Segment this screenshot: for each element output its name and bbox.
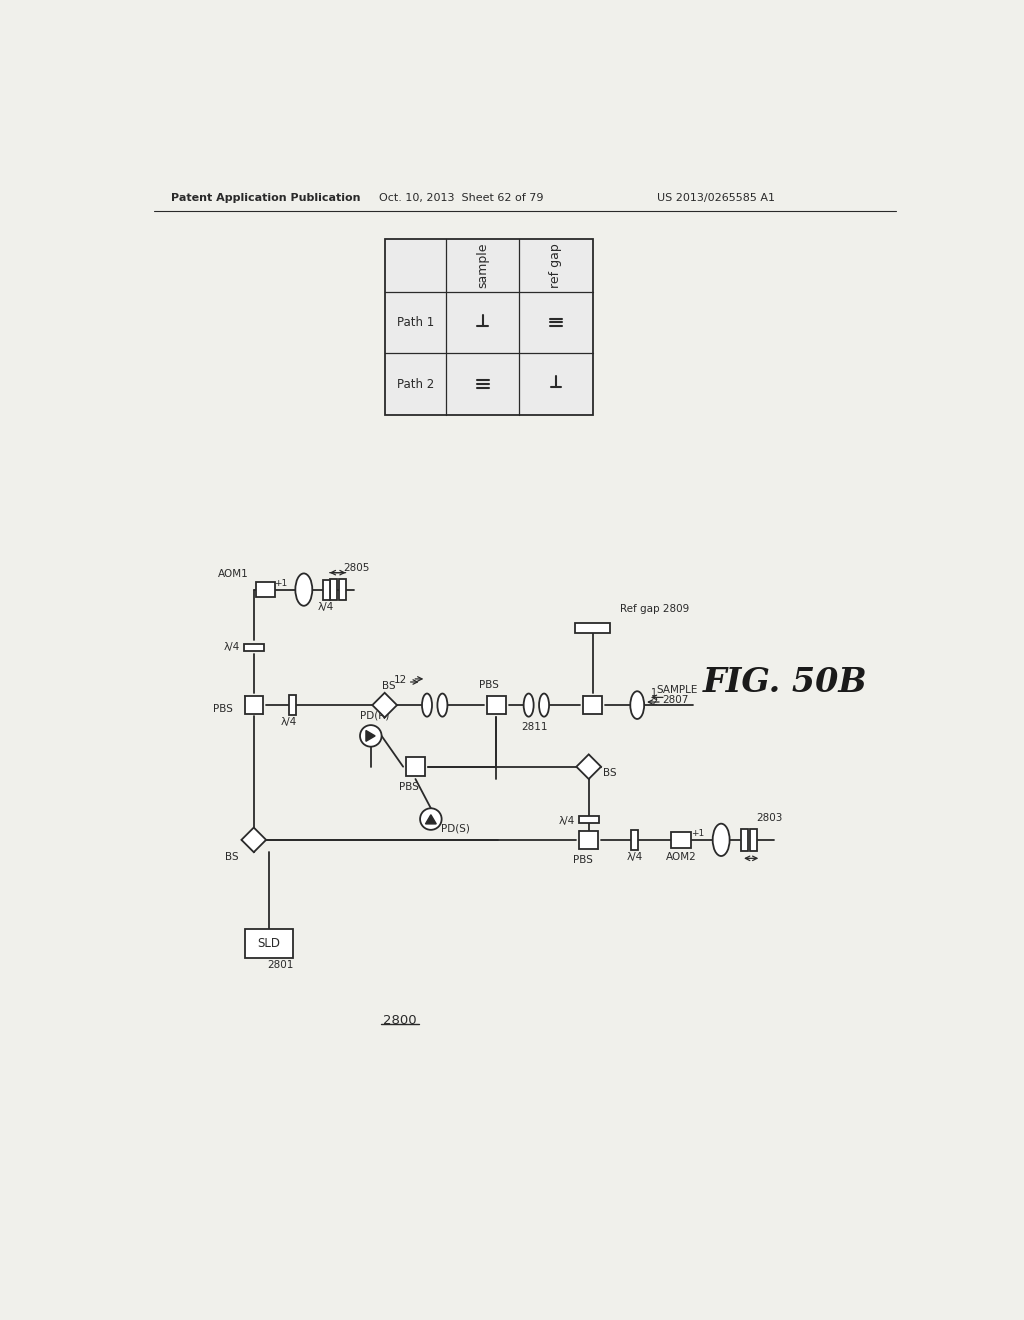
Text: PBS: PBS (213, 704, 232, 714)
Text: 2807: 2807 (663, 696, 689, 705)
Text: PBS: PBS (478, 680, 499, 690)
Ellipse shape (523, 693, 534, 717)
Text: BS: BS (382, 681, 395, 690)
Ellipse shape (631, 692, 644, 719)
Text: PD(S): PD(S) (441, 824, 470, 833)
Text: 2805: 2805 (343, 564, 370, 573)
Text: Patent Application Publication: Patent Application Publication (171, 194, 360, 203)
Polygon shape (366, 730, 375, 742)
Polygon shape (425, 814, 436, 824)
Text: 2811: 2811 (521, 722, 548, 731)
Bar (330, 578, 337, 601)
Bar (324, 579, 331, 599)
Text: 12: 12 (393, 676, 407, 685)
Text: PBS: PBS (572, 855, 593, 865)
Bar (575, 623, 610, 632)
Text: λ/4: λ/4 (627, 851, 643, 862)
Bar (407, 758, 425, 776)
Text: sample: sample (476, 243, 489, 288)
Ellipse shape (713, 824, 730, 857)
Bar (580, 830, 598, 849)
Text: FIG. 50B: FIG. 50B (702, 665, 867, 698)
Ellipse shape (295, 573, 312, 606)
Text: λ/4: λ/4 (224, 643, 241, 652)
Text: SAMPLE: SAMPLE (656, 685, 698, 694)
Bar (385, 239, 593, 414)
Text: +1: +1 (274, 579, 288, 587)
Polygon shape (242, 828, 266, 853)
Text: 2: 2 (651, 697, 657, 708)
Text: ref gap: ref gap (550, 243, 562, 288)
Text: SLD: SLD (258, 937, 281, 950)
Text: +1: +1 (691, 829, 705, 838)
Ellipse shape (539, 693, 549, 717)
Bar (289, 696, 296, 715)
Circle shape (420, 808, 441, 830)
Text: λ/4: λ/4 (559, 816, 575, 825)
Bar (245, 696, 263, 714)
Bar (750, 829, 757, 850)
Text: λ/4: λ/4 (281, 717, 297, 727)
Text: PD(R): PD(R) (360, 711, 389, 721)
Ellipse shape (437, 693, 447, 717)
Text: λ/4: λ/4 (317, 602, 334, 611)
Bar (579, 816, 599, 822)
Text: BS: BS (225, 851, 239, 862)
Bar (244, 644, 264, 651)
Bar (671, 832, 691, 847)
Text: 1: 1 (651, 688, 657, 698)
Text: Path 2: Path 2 (397, 378, 434, 391)
Text: PBS: PBS (399, 781, 419, 792)
Bar (740, 829, 748, 850)
Text: 2800: 2800 (383, 1014, 417, 1027)
Polygon shape (373, 693, 397, 718)
Text: AOM2: AOM2 (666, 851, 696, 862)
Text: Oct. 10, 2013  Sheet 62 of 79: Oct. 10, 2013 Sheet 62 of 79 (380, 194, 544, 203)
Bar (632, 830, 638, 850)
Bar (584, 696, 602, 714)
Bar (246, 929, 293, 958)
Bar (339, 578, 346, 601)
Text: 2801: 2801 (267, 961, 294, 970)
Circle shape (360, 725, 382, 747)
Text: AOM1: AOM1 (217, 569, 249, 579)
Text: Path 1: Path 1 (397, 315, 434, 329)
Bar (256, 582, 274, 597)
Polygon shape (577, 755, 601, 779)
Text: BS: BS (603, 768, 617, 777)
Text: Ref gap 2809: Ref gap 2809 (620, 603, 689, 614)
Ellipse shape (422, 693, 432, 717)
Text: US 2013/0265585 A1: US 2013/0265585 A1 (656, 194, 775, 203)
Bar (487, 696, 506, 714)
Text: 2803: 2803 (757, 813, 782, 824)
